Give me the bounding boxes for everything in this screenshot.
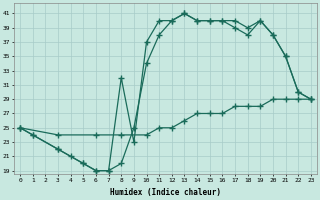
X-axis label: Humidex (Indice chaleur): Humidex (Indice chaleur) xyxy=(110,188,221,197)
